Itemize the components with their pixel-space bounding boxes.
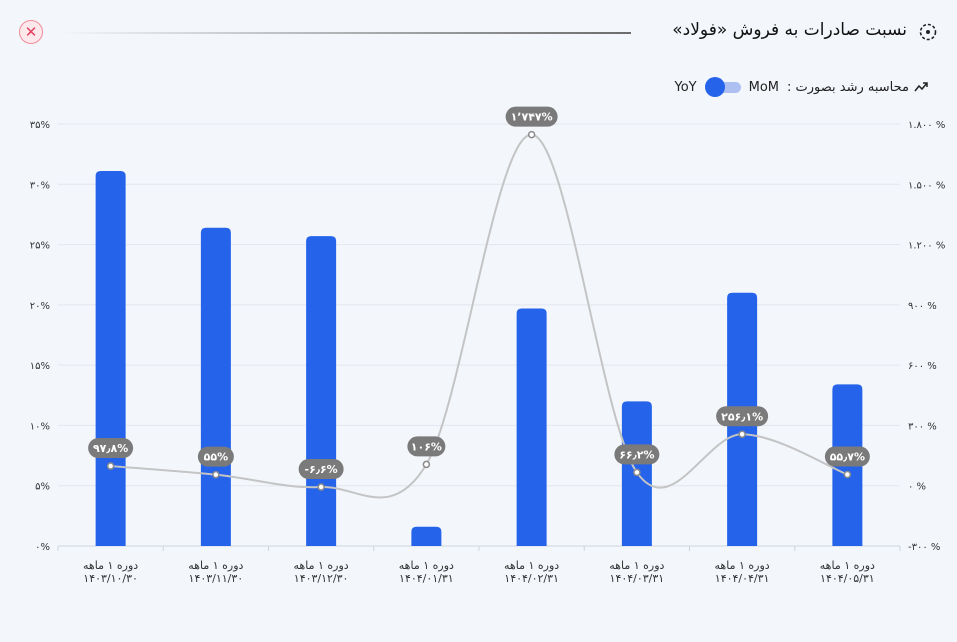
x-axis-category-date: ۱۴۰۴/۰۵/۳۱ [820, 572, 875, 585]
growth-point [422, 460, 431, 469]
x-axis-category-date: ۱۴۰۳/۱۲/۳۰ [294, 572, 349, 585]
left-axis-tick-label: ۳۵% [30, 120, 50, 131]
switch-knob [704, 77, 725, 97]
mom-option[interactable]: MoM [748, 79, 779, 95]
growth-data-label: ۱۰۶% [407, 436, 446, 457]
growth-point [317, 483, 325, 491]
x-axis-category-date: ۱۴۰۳/۱۰/۳۰ [83, 572, 138, 585]
data-label-bubble [407, 436, 446, 457]
bar [516, 308, 547, 546]
close-icon: ✕ [24, 23, 38, 41]
growth-line [110, 133, 848, 499]
growth-data-label: ۶۶٫۲% [614, 444, 660, 465]
left-axis-tick-label: ۳۰% [30, 180, 50, 191]
bar [306, 236, 337, 547]
yoy-option[interactable]: YoY [674, 79, 697, 95]
close-button[interactable]: ✕ [19, 20, 43, 44]
data-label-text: -۶٫۶% [305, 463, 338, 476]
growth-toggle-row: محاسبه رشد بصورت : MoM YoY [674, 77, 909, 97]
x-axis-category-label: دوره ۱ ماهه [609, 559, 664, 572]
growth-data-label: ۵۵% [197, 446, 234, 467]
data-label-bubble [505, 106, 558, 127]
data-label-text: ۱۰۶% [411, 440, 442, 453]
x-axis-category-date: ۱۴۰۴/۰۲/۳۱ [504, 572, 559, 585]
data-label-text: ۶۶٫۲% [619, 448, 654, 461]
growth-point [212, 470, 220, 479]
switch-track [710, 82, 741, 93]
x-axis-category-label: دوره ۱ ماهه [715, 559, 770, 572]
bar [200, 227, 231, 547]
header-divider [58, 32, 631, 34]
growth-data-label: ۵۵٫۷% [824, 446, 870, 467]
bar [411, 526, 442, 546]
data-label-text: ۱٬۷۴۷% [511, 111, 553, 124]
growth-data-label: ۲۵۶٫۱% [716, 406, 769, 427]
bar [95, 171, 126, 546]
left-axis-tick-label: ۵% [35, 482, 50, 493]
left-axis-tick-label: ۲۰% [30, 301, 50, 312]
data-label-bubble [614, 444, 660, 465]
growth-point [633, 468, 641, 477]
data-label-text: ۲۵۶٫۱% [721, 410, 763, 423]
dashed-circle-icon [919, 23, 937, 41]
left-axis-tick-label: ۱۵% [30, 361, 50, 372]
data-label-bubble [88, 438, 134, 459]
growth-data-label: -۶٫۶% [298, 459, 344, 480]
chart-header: ✕ نسبت صادرات به فروش «فولاد» [0, 0, 957, 64]
growth-mode-label: محاسبه رشد بصورت : [787, 79, 909, 95]
left-axis-tick-label: ۱۰% [30, 421, 50, 432]
growth-mode-switch[interactable] [704, 77, 741, 97]
data-label-text: ۵۵٫۷% [830, 451, 865, 464]
x-axis-category-label: دوره ۱ ماهه [504, 559, 559, 572]
growth-point [106, 462, 115, 470]
right-axis-tick-label: ۱.۲۰۰ % [908, 241, 945, 252]
growth-point [527, 130, 536, 139]
x-axis-category-date: ۱۴۰۳/۱۱/۳۰ [189, 572, 244, 585]
x-axis-category-date: ۱۴۰۴/۰۴/۳۱ [715, 572, 770, 585]
growth-point [738, 430, 746, 439]
data-label-bubble [824, 446, 870, 467]
data-label-text: ۹۷٫۸% [93, 442, 128, 455]
growth-data-label: ۹۷٫۸% [88, 438, 134, 459]
right-axis-tick-label: ۹۰۰ % [908, 301, 937, 312]
left-axis-tick-label: ۲۵% [30, 241, 50, 252]
right-axis-tick-label: ۱.۵۰۰ % [908, 180, 945, 191]
x-axis-category-label: دوره ۱ ماهه [83, 559, 138, 572]
growth-point [843, 470, 852, 479]
data-label-text: ۵۵% [204, 451, 228, 464]
right-axis-tick-label: ۰ % [908, 482, 926, 493]
chart-title: نسبت صادرات به فروش «فولاد» [672, 20, 907, 40]
right-axis-tick-label: ۶۰۰ % [908, 361, 937, 372]
x-axis-category-label: دوره ۱ ماهه [399, 559, 454, 572]
x-axis-category-label: دوره ۱ ماهه [188, 559, 243, 572]
x-axis-category-label: دوره ۱ ماهه [820, 559, 875, 572]
trend-arrow-icon [914, 82, 928, 92]
x-axis-category-label: دوره ۱ ماهه [294, 559, 349, 572]
x-axis-category-date: ۱۴۰۴/۰۱/۳۱ [399, 572, 454, 585]
left-axis-tick-label: ۰% [35, 542, 50, 553]
data-label-bubble [197, 446, 234, 467]
right-axis-tick-label: -۳۰۰ % [908, 542, 940, 553]
data-label-bubble [298, 459, 344, 480]
right-axis-tick-label: ۱.۸۰۰ % [908, 120, 945, 131]
growth-data-label: ۱٬۷۴۷% [505, 106, 558, 127]
x-axis-category-date: ۱۴۰۴/۰۳/۳۱ [610, 572, 665, 585]
data-label-bubble [716, 406, 769, 427]
right-axis-tick-label: ۳۰۰ % [908, 421, 937, 432]
